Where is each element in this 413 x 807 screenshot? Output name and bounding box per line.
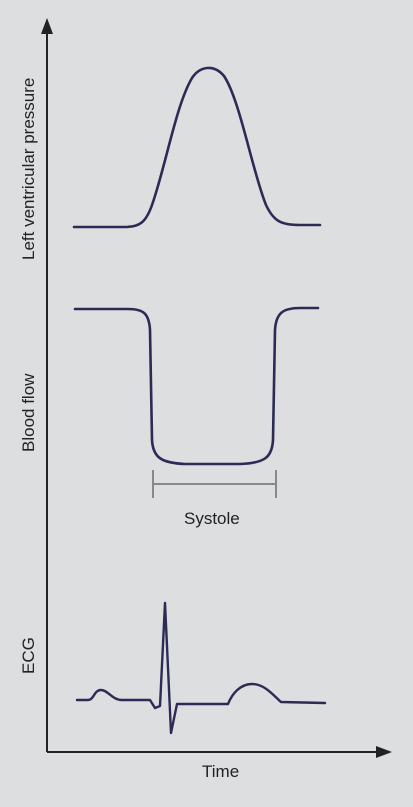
pressure-curve (72, 66, 322, 229)
x-axis-arrowhead (376, 746, 392, 758)
blood-flow-curve (73, 306, 320, 466)
ecg-axis-label: ECG (19, 637, 38, 674)
ecg-trace (75, 601, 327, 735)
blood-flow-axis-label: Blood flow (19, 373, 38, 452)
systole-label: Systole (184, 509, 240, 528)
systole-bracket (152, 470, 277, 498)
pressure-axis-label: Left ventricular pressure (19, 77, 38, 260)
time-axis-label: Time (202, 762, 240, 781)
y-axis-arrowhead (41, 18, 53, 34)
